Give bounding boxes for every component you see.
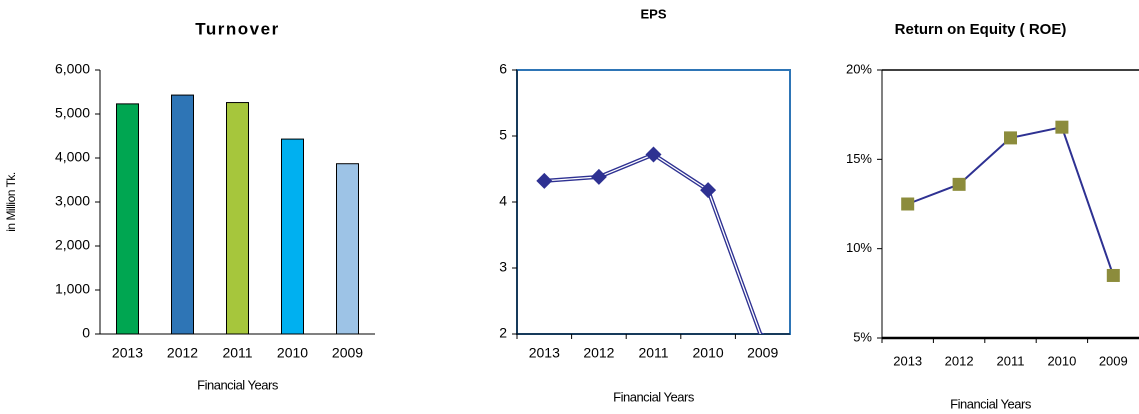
x-tick-label: 2013 [529,345,560,361]
x-tick-label: 2013 [893,353,922,368]
y-tick-label: 6 [499,61,507,77]
x-tick-label: 2010 [277,345,308,361]
plot-border [516,69,791,335]
x-tick-label: 2013 [112,345,143,361]
y-tick-label: 5,000 [55,105,90,121]
marker [590,168,607,185]
marker [761,332,765,334]
x-tick-label: 2012 [167,345,198,361]
marker [536,172,553,189]
y-tick-label: 5% [853,329,872,344]
marker [1055,120,1069,134]
y-tick-label: 6,000 [55,61,90,77]
x-tick-label: 2011 [638,345,668,361]
bar [281,138,304,335]
y-tick-label: 2,000 [55,237,90,253]
y-axis-label: in Million Tk. [4,172,18,232]
x-axis-label: Financial Years [613,389,695,404]
x-tick-label: 2011 [997,353,1025,368]
x-tick-label: 2010 [693,345,724,361]
bar [171,94,194,335]
marker [645,146,662,163]
marker [1106,268,1120,282]
marker [700,182,717,199]
chart-title: Return on Equity ( ROE) [895,21,1067,38]
x-tick-label: 2009 [1099,353,1128,368]
x-tick-label: 2011 [222,345,252,361]
marker [1004,131,1017,145]
y-tick-label: 0 [82,325,90,341]
line [544,152,763,334]
x-tick-label: 2009 [747,345,778,361]
y-tick-label: 3,000 [55,193,90,209]
x-tick-label: 2009 [332,345,363,361]
series [536,146,765,334]
y-tick-label: 4 [499,193,507,209]
series [901,120,1120,282]
marker [952,177,966,191]
y-tick-label: 5 [499,127,507,143]
y-tick-label: 1,000 [55,281,90,297]
x-tick-label: 2012 [583,345,614,361]
y-tick-label: 4,000 [55,149,90,165]
bar [116,103,139,335]
bar [336,163,359,335]
chart-title: EPS [640,6,666,21]
y-tick-label: 20% [846,61,872,76]
x-tick-label: 2010 [1047,353,1076,368]
y-tick-label: 2 [499,325,507,341]
bar [226,102,249,335]
line [907,126,1115,276]
x-axis-label: Financial Years [950,396,1032,411]
y-tick-label: 3 [499,259,507,275]
y-tick-label: 10% [846,240,872,255]
x-tick-label: 2012 [945,353,974,368]
x-axis-label: Financial Years [197,377,279,392]
chart-title: Turnover [195,19,279,38]
marker [901,197,915,211]
y-tick-label: 15% [846,151,872,166]
